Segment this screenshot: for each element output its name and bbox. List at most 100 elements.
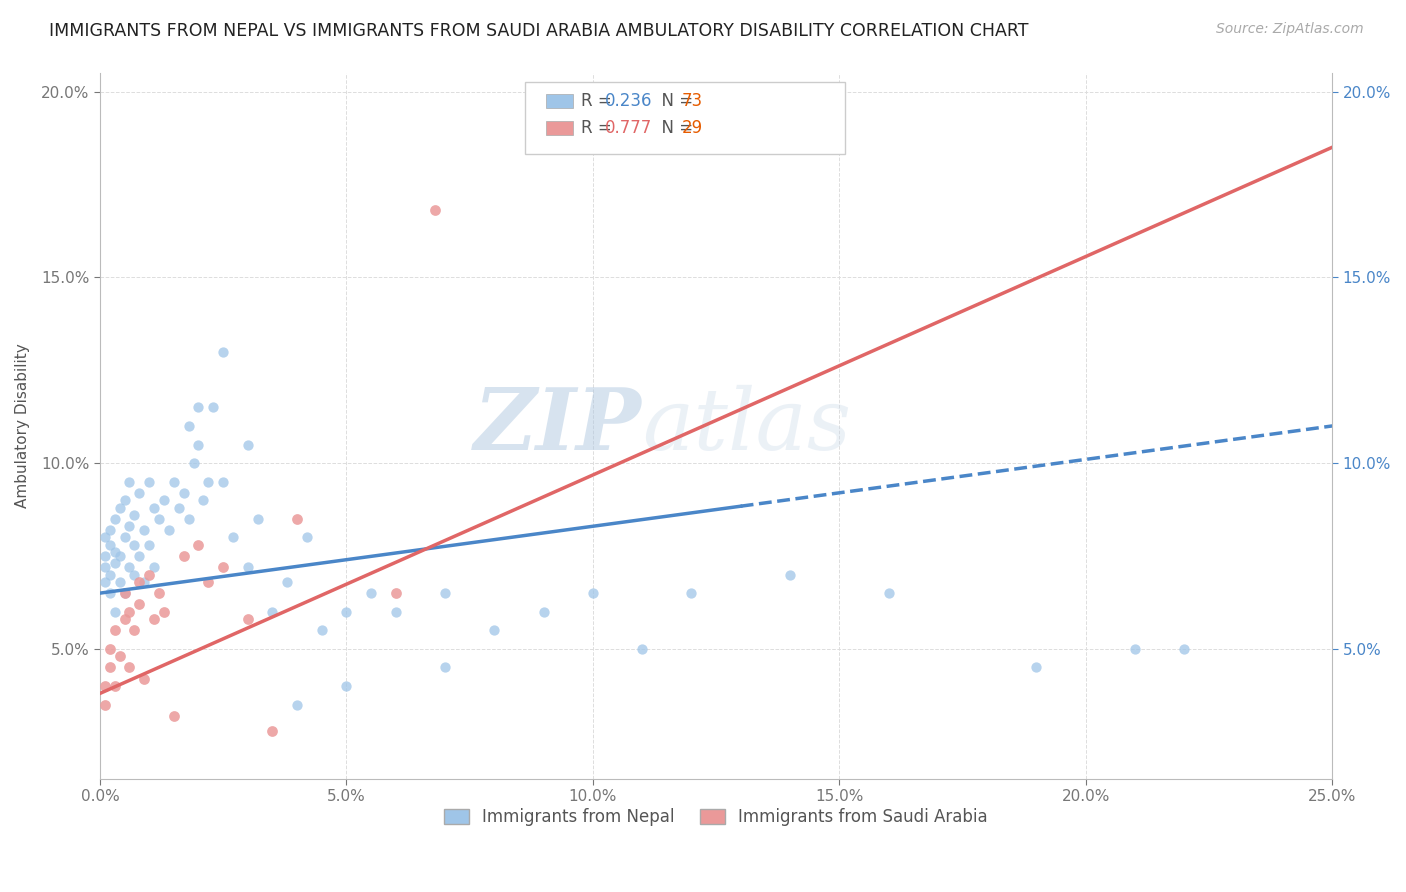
Point <box>1173 641 1195 656</box>
Point <box>433 660 456 674</box>
Point <box>128 574 150 589</box>
Point <box>1025 660 1047 674</box>
Point <box>108 500 131 515</box>
Point <box>153 605 176 619</box>
Point <box>246 512 269 526</box>
Point <box>163 475 186 489</box>
Text: N =: N = <box>651 119 699 137</box>
Point <box>118 560 141 574</box>
Point <box>183 456 205 470</box>
Point <box>779 567 801 582</box>
Point <box>143 500 166 515</box>
Point <box>104 679 127 693</box>
Point <box>157 523 180 537</box>
Point <box>212 475 235 489</box>
Text: N =: N = <box>651 92 699 111</box>
Text: atlas: atlas <box>643 384 851 467</box>
Point <box>118 605 141 619</box>
Point <box>631 641 654 656</box>
Point <box>138 538 160 552</box>
Point <box>236 560 259 574</box>
Point <box>423 203 446 218</box>
Point <box>104 557 127 571</box>
Point <box>114 493 136 508</box>
Point <box>118 475 141 489</box>
Point <box>134 574 156 589</box>
Point <box>222 530 245 544</box>
Point <box>124 624 146 638</box>
Point <box>94 698 117 712</box>
Y-axis label: Ambulatory Disability: Ambulatory Disability <box>15 343 30 508</box>
Point <box>484 624 506 638</box>
Point <box>236 612 259 626</box>
Point <box>335 605 357 619</box>
Point <box>134 672 156 686</box>
Point <box>143 612 166 626</box>
Point <box>114 530 136 544</box>
Point <box>295 530 318 544</box>
Point <box>104 605 127 619</box>
Point <box>212 560 235 574</box>
Point <box>108 649 131 664</box>
Text: Source: ZipAtlas.com: Source: ZipAtlas.com <box>1216 22 1364 37</box>
Point <box>202 401 225 415</box>
Point <box>108 574 131 589</box>
Text: 0.236: 0.236 <box>605 92 652 111</box>
Point <box>262 723 284 738</box>
Point <box>360 586 382 600</box>
Point <box>582 586 605 600</box>
Point <box>94 574 117 589</box>
Point <box>384 605 406 619</box>
Point <box>124 567 146 582</box>
Point <box>197 475 219 489</box>
Legend: Immigrants from Nepal, Immigrants from Saudi Arabia: Immigrants from Nepal, Immigrants from S… <box>436 799 997 834</box>
Point <box>124 508 146 522</box>
Point <box>335 679 357 693</box>
FancyBboxPatch shape <box>546 121 574 135</box>
Point <box>1123 641 1146 656</box>
Point <box>143 560 166 574</box>
Point <box>187 538 209 552</box>
Point <box>177 512 200 526</box>
Point <box>148 512 170 526</box>
Point <box>276 574 298 589</box>
Point <box>114 586 136 600</box>
Point <box>94 679 117 693</box>
Point <box>138 567 160 582</box>
Point <box>98 586 121 600</box>
Point <box>128 549 150 563</box>
Point <box>433 586 456 600</box>
Point <box>187 401 209 415</box>
Point <box>108 549 131 563</box>
Point <box>285 512 308 526</box>
Text: IMMIGRANTS FROM NEPAL VS IMMIGRANTS FROM SAUDI ARABIA AMBULATORY DISABILITY CORR: IMMIGRANTS FROM NEPAL VS IMMIGRANTS FROM… <box>49 22 1029 40</box>
Point <box>877 586 900 600</box>
Point <box>177 419 200 434</box>
Text: 0.777: 0.777 <box>605 119 652 137</box>
Point <box>197 574 219 589</box>
Point <box>285 698 308 712</box>
Point <box>94 530 117 544</box>
Point <box>533 605 555 619</box>
Point <box>212 344 235 359</box>
Point <box>128 485 150 500</box>
Point <box>167 500 190 515</box>
Point <box>163 708 186 723</box>
Point <box>128 597 150 611</box>
Point <box>114 586 136 600</box>
Point <box>118 519 141 533</box>
Point <box>104 624 127 638</box>
Point <box>134 523 156 537</box>
Point <box>138 475 160 489</box>
Text: 73: 73 <box>682 92 703 111</box>
Text: 29: 29 <box>682 119 703 137</box>
Point <box>114 612 136 626</box>
FancyBboxPatch shape <box>546 95 574 108</box>
Point <box>262 605 284 619</box>
Point <box>193 493 215 508</box>
Point <box>118 660 141 674</box>
Point <box>94 560 117 574</box>
Point <box>94 549 117 563</box>
Point <box>104 512 127 526</box>
Point <box>98 523 121 537</box>
